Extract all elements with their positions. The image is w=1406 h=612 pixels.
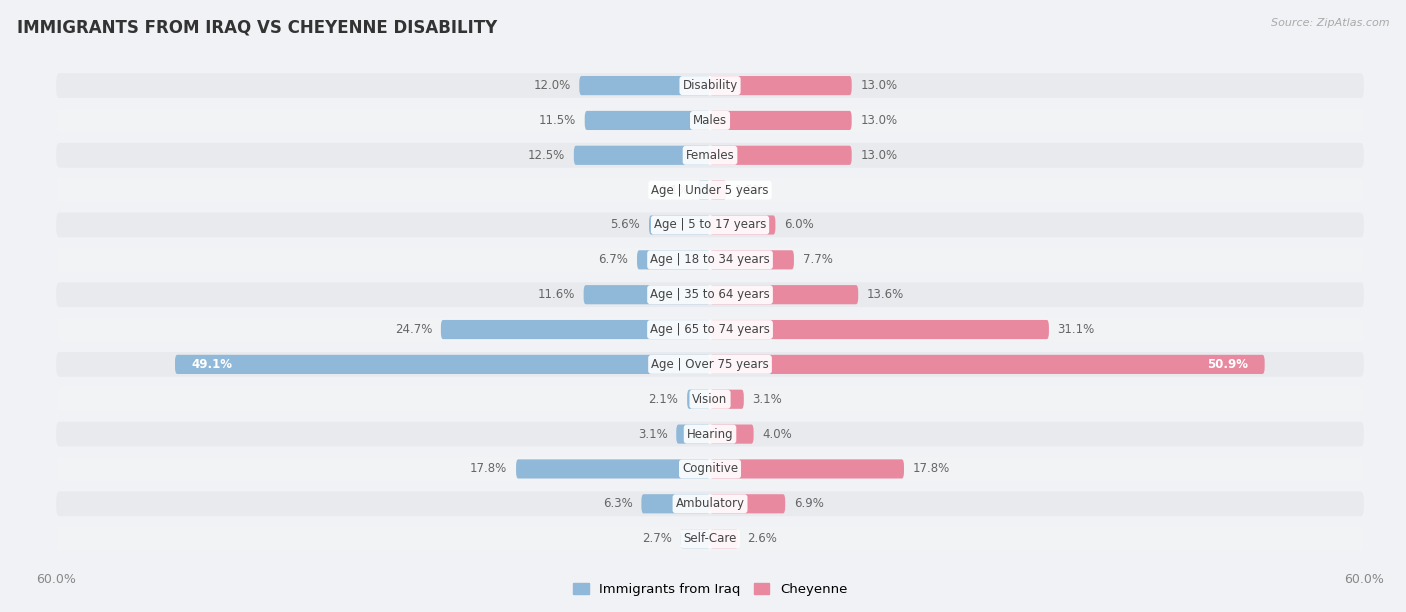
FancyBboxPatch shape — [710, 390, 744, 409]
Text: 6.3%: 6.3% — [603, 498, 633, 510]
FancyBboxPatch shape — [710, 76, 852, 95]
Text: 4.0%: 4.0% — [762, 428, 792, 441]
FancyBboxPatch shape — [710, 215, 776, 234]
FancyBboxPatch shape — [56, 422, 1364, 447]
FancyBboxPatch shape — [710, 146, 852, 165]
FancyBboxPatch shape — [710, 425, 754, 444]
Legend: Immigrants from Iraq, Cheyenne: Immigrants from Iraq, Cheyenne — [568, 578, 852, 602]
Text: Age | Over 75 years: Age | Over 75 years — [651, 358, 769, 371]
Text: 11.5%: 11.5% — [538, 114, 576, 127]
Text: 13.6%: 13.6% — [868, 288, 904, 301]
FancyBboxPatch shape — [56, 73, 1364, 98]
Text: 6.9%: 6.9% — [794, 498, 824, 510]
Text: 7.7%: 7.7% — [803, 253, 832, 266]
Text: 11.6%: 11.6% — [537, 288, 575, 301]
FancyBboxPatch shape — [441, 320, 710, 339]
FancyBboxPatch shape — [710, 494, 785, 513]
Text: Males: Males — [693, 114, 727, 127]
FancyBboxPatch shape — [710, 285, 858, 304]
FancyBboxPatch shape — [579, 76, 710, 95]
FancyBboxPatch shape — [710, 250, 794, 269]
FancyBboxPatch shape — [710, 320, 1049, 339]
Text: Disability: Disability — [682, 79, 738, 92]
FancyBboxPatch shape — [710, 181, 727, 200]
Text: Females: Females — [686, 149, 734, 162]
FancyBboxPatch shape — [697, 181, 710, 200]
Text: Hearing: Hearing — [686, 428, 734, 441]
Text: Source: ZipAtlas.com: Source: ZipAtlas.com — [1271, 18, 1389, 28]
FancyBboxPatch shape — [56, 457, 1364, 481]
FancyBboxPatch shape — [650, 215, 710, 234]
FancyBboxPatch shape — [641, 494, 710, 513]
Text: Age | 18 to 34 years: Age | 18 to 34 years — [650, 253, 770, 266]
Text: 13.0%: 13.0% — [860, 149, 897, 162]
FancyBboxPatch shape — [56, 282, 1364, 307]
FancyBboxPatch shape — [56, 317, 1364, 342]
Text: 3.1%: 3.1% — [752, 393, 782, 406]
Text: 1.1%: 1.1% — [659, 184, 689, 196]
FancyBboxPatch shape — [516, 460, 710, 479]
Text: 1.5%: 1.5% — [735, 184, 765, 196]
Text: 6.0%: 6.0% — [785, 218, 814, 231]
FancyBboxPatch shape — [56, 212, 1364, 237]
FancyBboxPatch shape — [710, 111, 852, 130]
Text: 5.6%: 5.6% — [610, 218, 640, 231]
Text: Age | 65 to 74 years: Age | 65 to 74 years — [650, 323, 770, 336]
Text: 31.1%: 31.1% — [1057, 323, 1095, 336]
FancyBboxPatch shape — [710, 460, 904, 479]
FancyBboxPatch shape — [676, 425, 710, 444]
Text: 49.1%: 49.1% — [191, 358, 232, 371]
Text: 2.6%: 2.6% — [747, 532, 778, 545]
FancyBboxPatch shape — [681, 529, 710, 548]
FancyBboxPatch shape — [56, 387, 1364, 412]
Text: 2.7%: 2.7% — [643, 532, 672, 545]
FancyBboxPatch shape — [56, 143, 1364, 168]
Text: 13.0%: 13.0% — [860, 79, 897, 92]
FancyBboxPatch shape — [56, 108, 1364, 133]
FancyBboxPatch shape — [56, 177, 1364, 203]
Text: Ambulatory: Ambulatory — [675, 498, 745, 510]
Text: Self-Care: Self-Care — [683, 532, 737, 545]
Text: Age | 35 to 64 years: Age | 35 to 64 years — [650, 288, 770, 301]
FancyBboxPatch shape — [710, 529, 738, 548]
FancyBboxPatch shape — [710, 355, 1264, 374]
Text: 12.5%: 12.5% — [527, 149, 565, 162]
FancyBboxPatch shape — [583, 285, 710, 304]
FancyBboxPatch shape — [688, 390, 710, 409]
FancyBboxPatch shape — [56, 526, 1364, 551]
FancyBboxPatch shape — [574, 146, 710, 165]
Text: Vision: Vision — [692, 393, 728, 406]
Text: 2.1%: 2.1% — [648, 393, 679, 406]
FancyBboxPatch shape — [56, 491, 1364, 516]
Text: Age | 5 to 17 years: Age | 5 to 17 years — [654, 218, 766, 231]
FancyBboxPatch shape — [637, 250, 710, 269]
Text: IMMIGRANTS FROM IRAQ VS CHEYENNE DISABILITY: IMMIGRANTS FROM IRAQ VS CHEYENNE DISABIL… — [17, 18, 498, 36]
Text: 50.9%: 50.9% — [1208, 358, 1249, 371]
Text: 12.0%: 12.0% — [533, 79, 571, 92]
FancyBboxPatch shape — [56, 247, 1364, 272]
FancyBboxPatch shape — [174, 355, 710, 374]
FancyBboxPatch shape — [56, 352, 1364, 377]
Text: 24.7%: 24.7% — [395, 323, 432, 336]
Text: 6.7%: 6.7% — [599, 253, 628, 266]
Text: Age | Under 5 years: Age | Under 5 years — [651, 184, 769, 196]
Text: 17.8%: 17.8% — [912, 463, 950, 476]
Text: 13.0%: 13.0% — [860, 114, 897, 127]
Text: Cognitive: Cognitive — [682, 463, 738, 476]
Text: 3.1%: 3.1% — [638, 428, 668, 441]
Text: 17.8%: 17.8% — [470, 463, 508, 476]
FancyBboxPatch shape — [585, 111, 710, 130]
